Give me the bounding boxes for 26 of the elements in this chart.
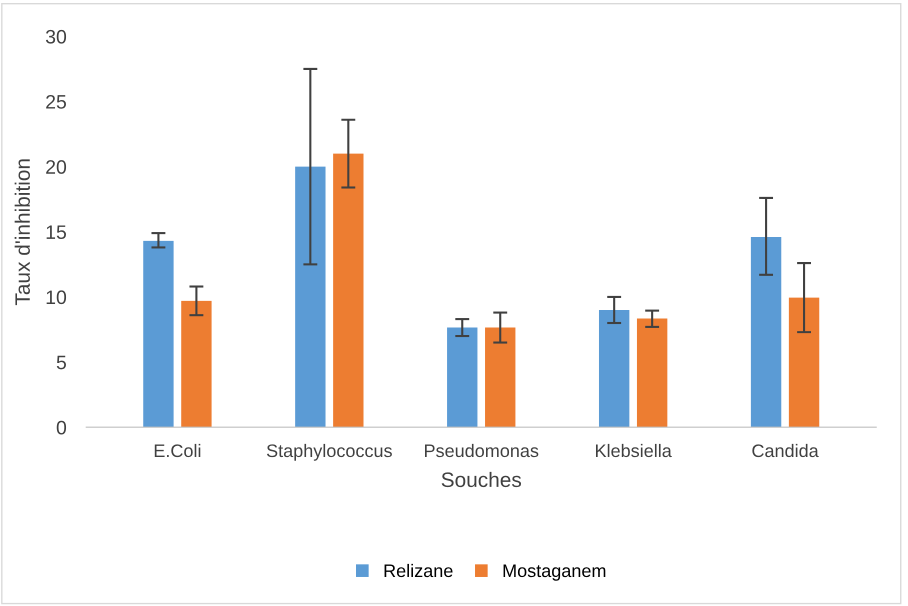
y-tick-label: 0 <box>56 420 66 434</box>
bar <box>295 166 326 428</box>
bar <box>143 240 174 428</box>
bar <box>181 300 212 428</box>
y-tick-label: 15 <box>46 225 66 240</box>
bar <box>333 154 364 428</box>
bar <box>485 328 516 428</box>
y-tick-label: 25 <box>46 94 66 109</box>
bar <box>598 310 630 428</box>
legend-label: Mostaganem <box>504 564 606 581</box>
y-tick-label: 30 <box>46 30 66 44</box>
bar <box>636 318 668 428</box>
bar <box>750 237 782 428</box>
x-tick-label: E.Coli <box>154 444 200 458</box>
x-tick-label: Staphylococcus <box>266 444 392 461</box>
y-axis-title: Taux d'inhibition <box>14 159 30 306</box>
bar <box>447 328 478 428</box>
y-tick-label: 20 <box>46 160 66 174</box>
legend-label: Relizane <box>384 564 453 578</box>
y-tick-label: 10 <box>46 290 66 304</box>
x-tick-label: Pseudomonas <box>425 444 538 458</box>
x-tick-label: Candida <box>752 444 819 458</box>
y-tick-label: 5 <box>56 356 66 370</box>
x-axis-title: Souches <box>442 472 522 488</box>
x-tick-label: Klebsiella <box>596 444 672 458</box>
bar <box>788 298 820 428</box>
